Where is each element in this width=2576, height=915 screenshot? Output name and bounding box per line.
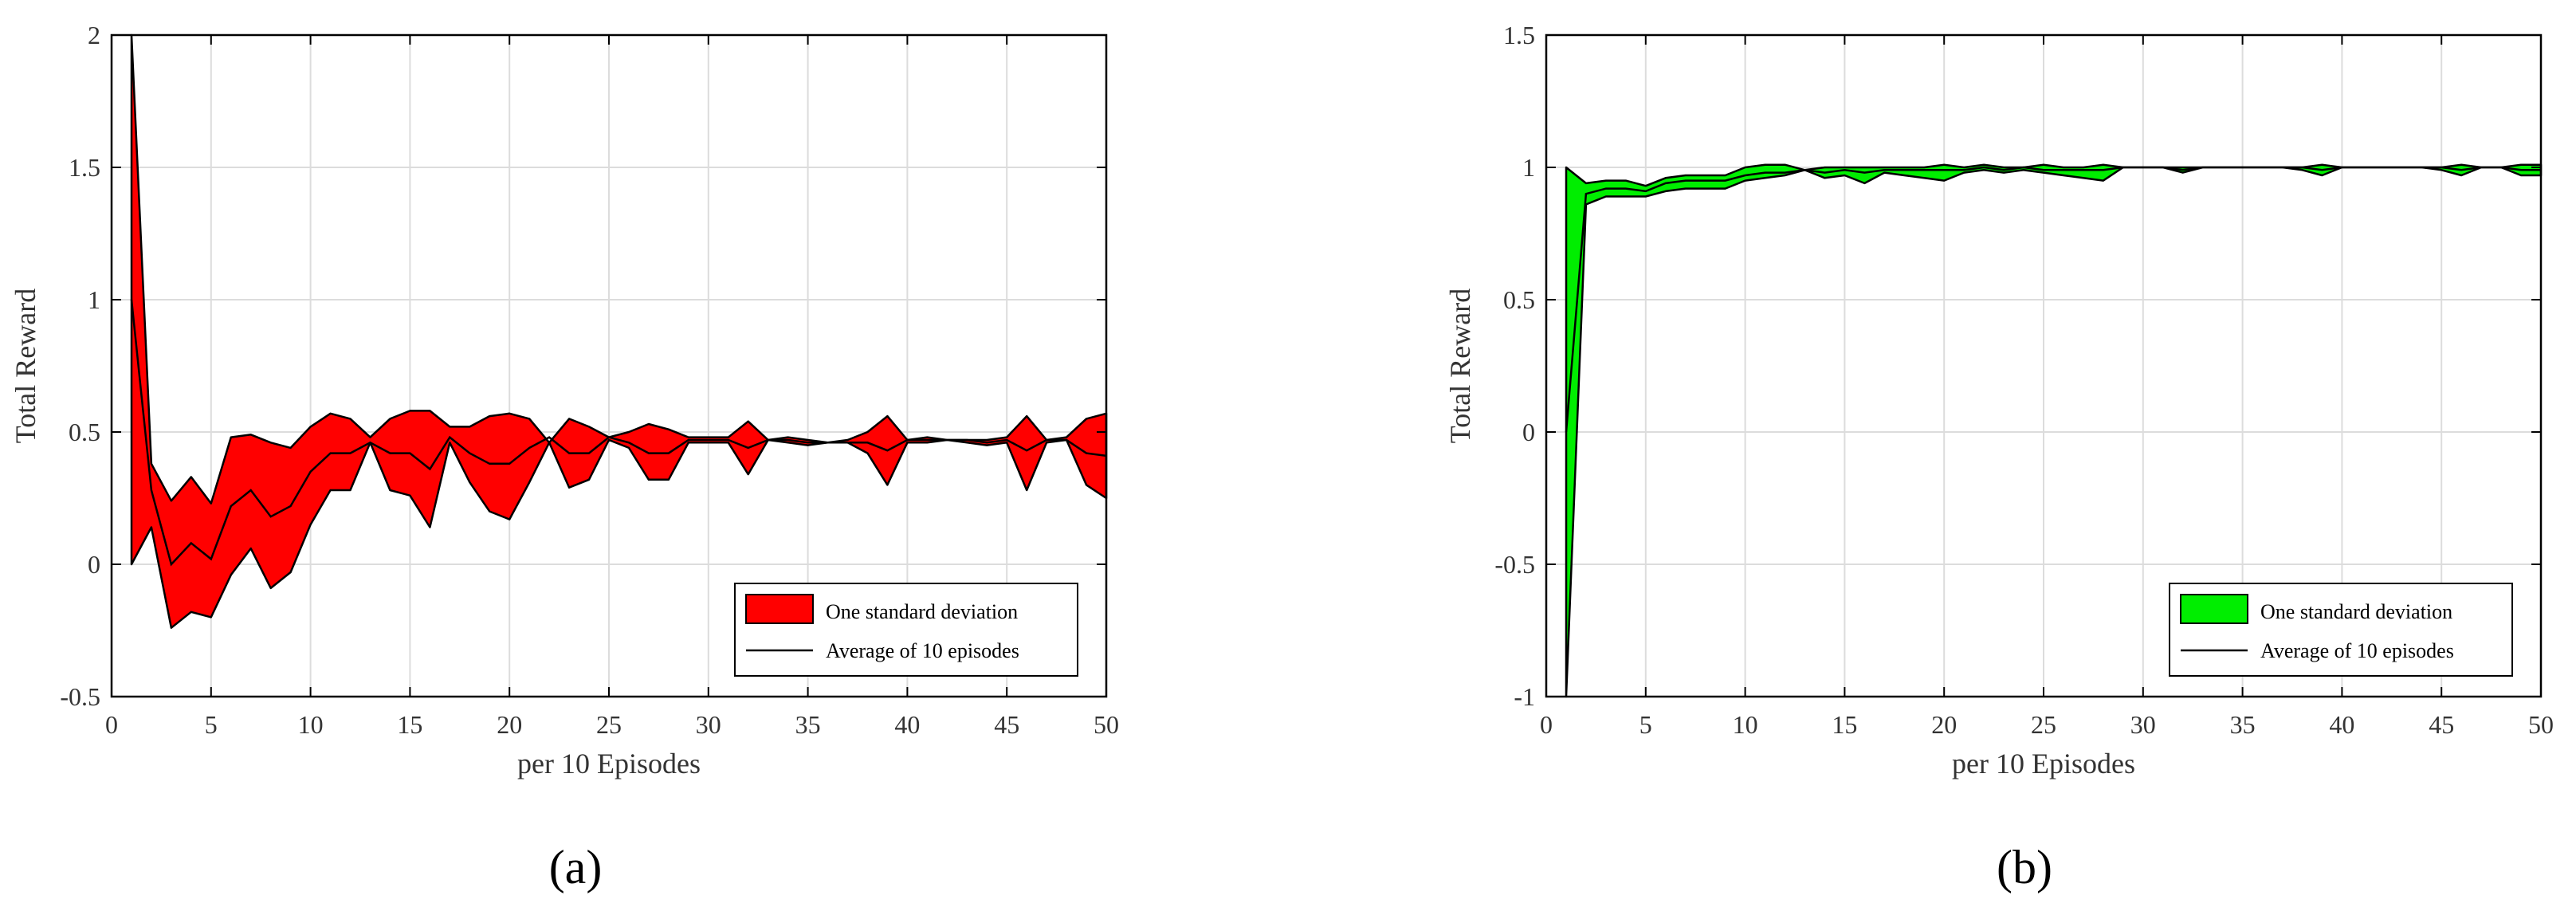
x-tick-label: 25 bbox=[2031, 710, 2056, 739]
y-axis-label: Total Reward bbox=[1444, 289, 1476, 443]
y-tick-label: 1 bbox=[1522, 153, 1535, 182]
x-tick-label: 10 bbox=[1733, 710, 1758, 739]
legend-band-label: One standard deviation bbox=[2260, 600, 2452, 623]
x-tick-label: 35 bbox=[2230, 710, 2256, 739]
legend-band-swatch bbox=[2180, 594, 2248, 624]
x-tick-label: 5 bbox=[205, 710, 218, 739]
x-tick-label: 20 bbox=[1931, 710, 1957, 739]
legend-line-label: Average of 10 episodes bbox=[2260, 639, 2454, 662]
y-tick-label: 0.5 bbox=[1503, 285, 1535, 314]
y-tick-label: 2 bbox=[88, 21, 100, 49]
x-tick-label: 30 bbox=[2130, 710, 2156, 739]
x-tick-label: 0 bbox=[1540, 710, 1553, 739]
x-tick-label: 25 bbox=[596, 710, 622, 739]
x-tick-label: 15 bbox=[1832, 710, 1857, 739]
legend-line-label: Average of 10 episodes bbox=[826, 639, 1019, 662]
x-tick-label: 40 bbox=[894, 710, 920, 739]
x-tick-label: 10 bbox=[298, 710, 324, 739]
x-axis-label: per 10 Episodes bbox=[1952, 748, 2135, 780]
x-tick-label: 35 bbox=[795, 710, 821, 739]
x-axis-label: per 10 Episodes bbox=[517, 748, 701, 780]
y-tick-label: -0.5 bbox=[60, 682, 100, 711]
legend-band-label: One standard deviation bbox=[826, 600, 1018, 623]
chart-panel-b: 0 5 10 15 20 25 30 35 40 45 50 -1 -0.5 0 0.5 1 1.5 per 10… bbox=[1444, 21, 2554, 780]
panel-label-a: (a) bbox=[549, 841, 603, 893]
y-tick-label: 1.5 bbox=[1503, 21, 1535, 49]
x-tick-label: 50 bbox=[2528, 710, 2554, 739]
x-tick-label: 50 bbox=[1094, 710, 1119, 739]
x-tick-label: 15 bbox=[397, 710, 422, 739]
legend-band-swatch bbox=[745, 594, 814, 624]
x-tick-label: 45 bbox=[994, 710, 1019, 739]
x-tick-label: 20 bbox=[497, 710, 522, 739]
x-tick-label: 45 bbox=[2429, 710, 2454, 739]
y-axis-label: Total Reward bbox=[10, 289, 41, 443]
mean-line bbox=[130, 299, 1107, 567]
x-tick-label: 40 bbox=[2329, 710, 2354, 739]
y-tick-label: 1 bbox=[88, 285, 100, 314]
mean-line bbox=[1565, 166, 2541, 433]
x-tick-label: 0 bbox=[105, 710, 118, 739]
y-tick-label: 0.5 bbox=[69, 418, 100, 446]
y-tick-label: 0 bbox=[88, 550, 100, 579]
y-tick-label: -0.5 bbox=[1494, 550, 1535, 579]
y-tick-label: 0 bbox=[1522, 418, 1535, 446]
panel-label-b: (b) bbox=[1997, 841, 2052, 893]
x-tick-label: 30 bbox=[696, 710, 721, 739]
x-tick-label: 5 bbox=[1639, 710, 1652, 739]
y-tick-label: -1 bbox=[1514, 682, 1535, 711]
y-tick-label: 1.5 bbox=[69, 153, 100, 182]
